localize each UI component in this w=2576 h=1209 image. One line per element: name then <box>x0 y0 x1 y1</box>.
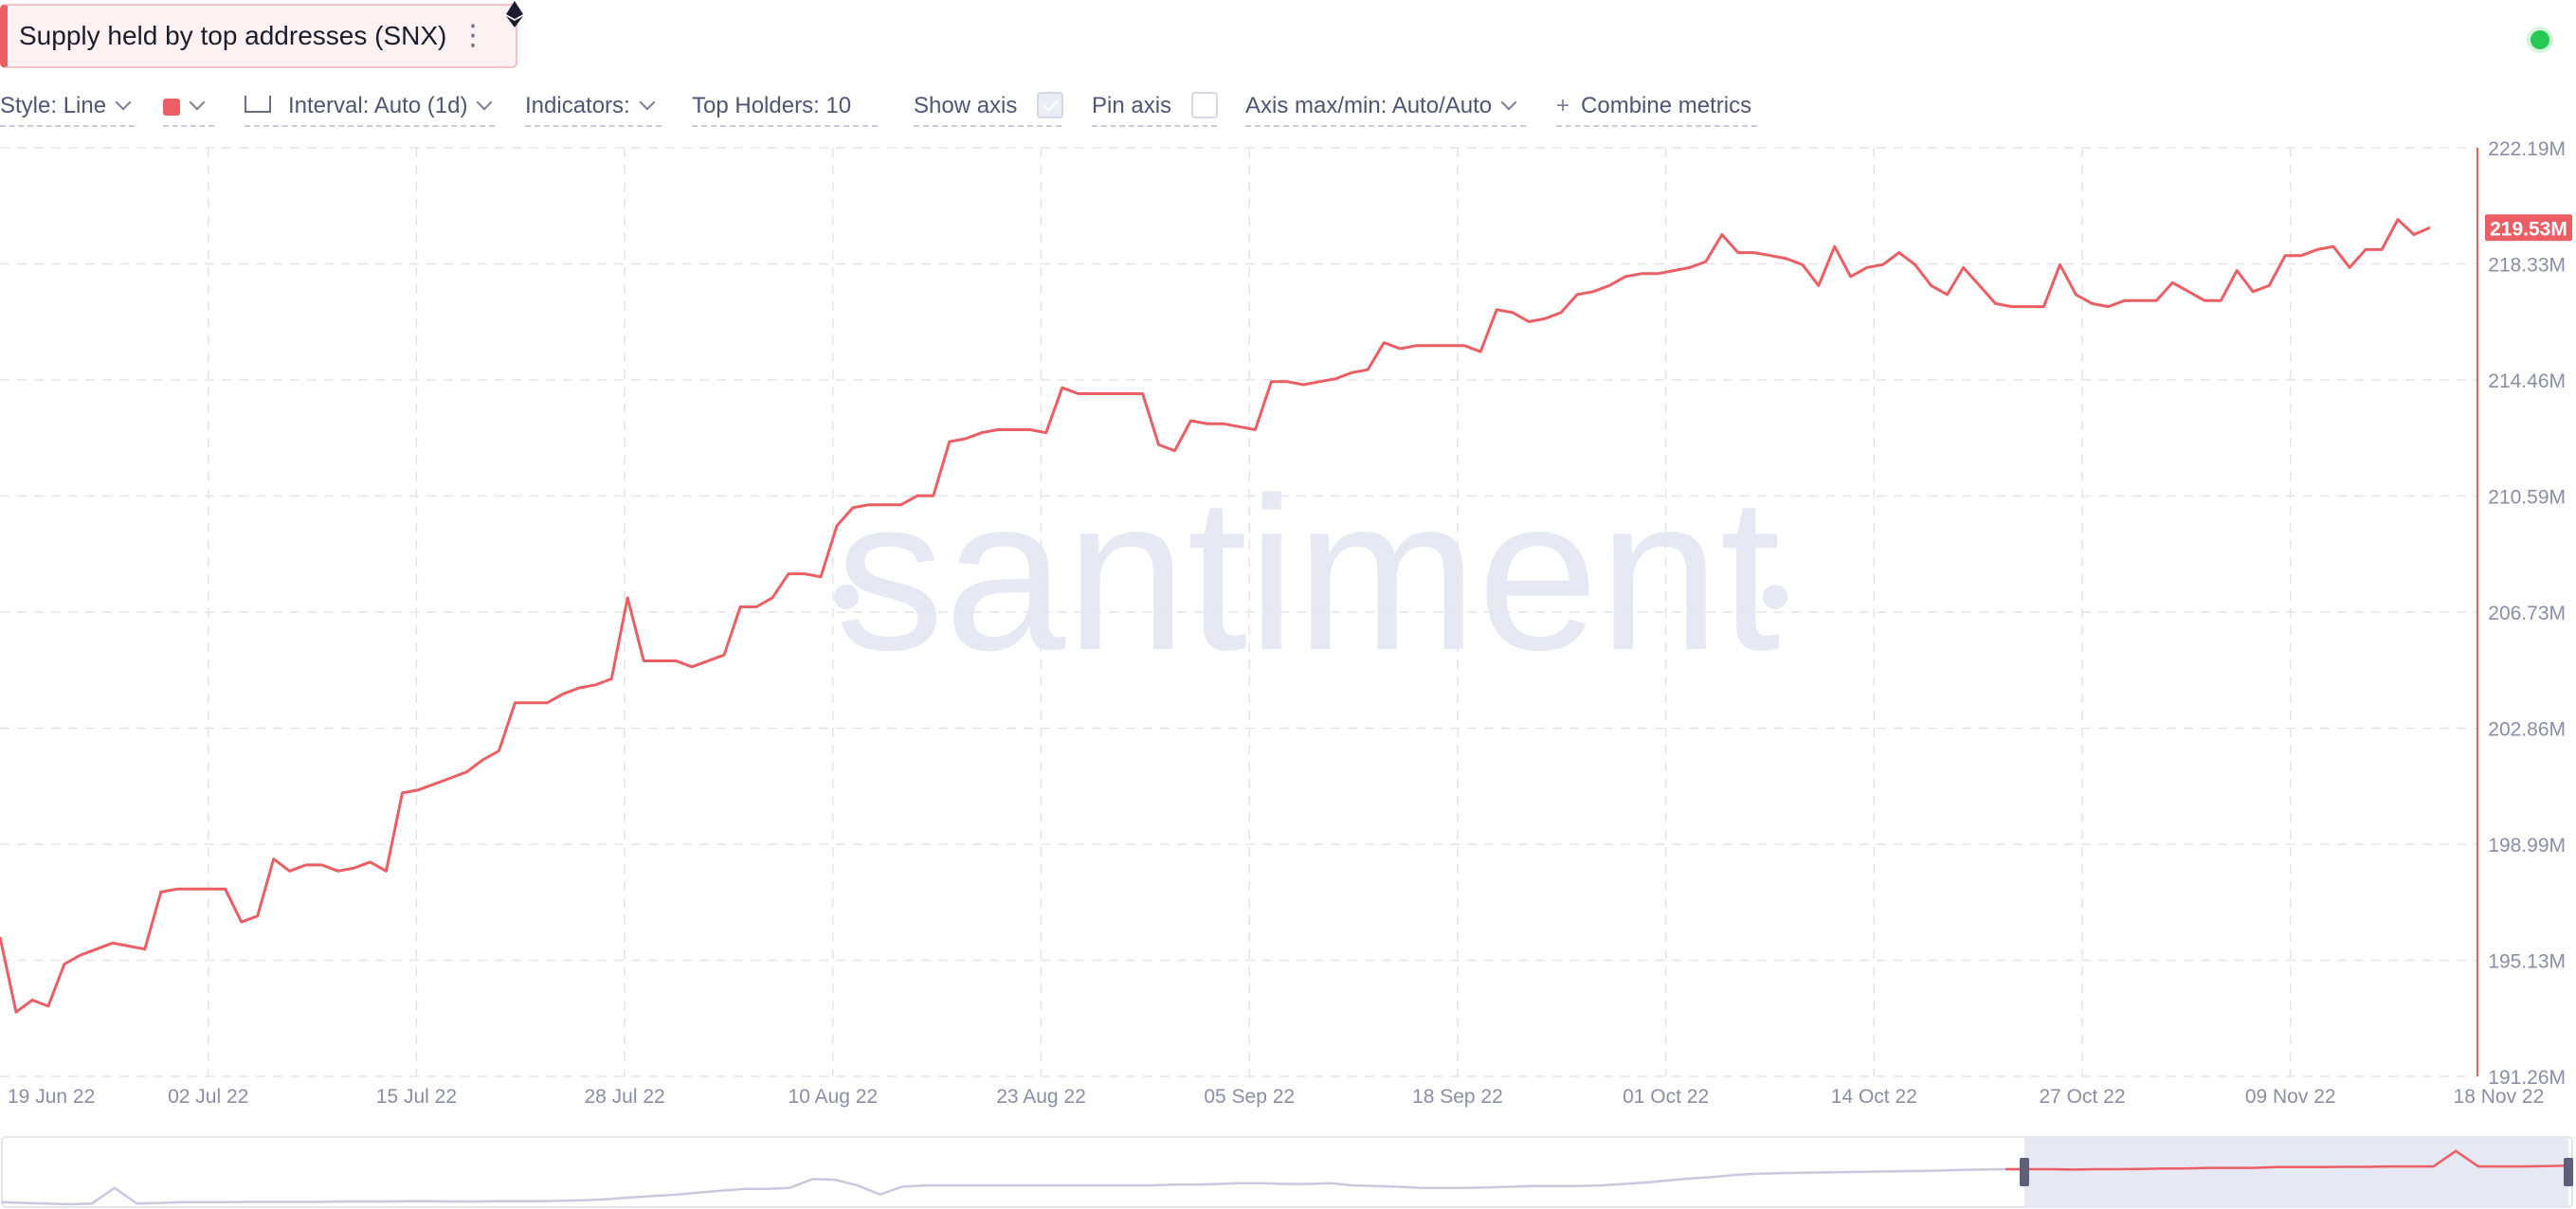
top-holders-label: Top Holders: 10 <box>692 93 852 118</box>
metric-chip[interactable]: Supply held by top addresses (SNX) ⋮ <box>0 4 517 68</box>
last-value-label: 219.53M <box>2485 214 2572 242</box>
pin-axis-label: Pin axis <box>1092 93 1172 118</box>
y-tick-label: 218.33M <box>2488 255 2566 277</box>
interval-dropdown[interactable]: Interval: Auto (1d) <box>245 87 495 127</box>
indicators-label: Indicators: <box>525 93 630 118</box>
x-tick-label: 05 Sep 22 <box>1204 1086 1295 1108</box>
combine-metrics-button[interactable]: + Combine metrics <box>1556 87 1757 127</box>
y-axis: 222.19M 218.33M 214.46M 210.59M 206.73M 202.8… <box>2488 138 2566 1089</box>
top-holders-input[interactable]: Top Holders: 10 <box>692 87 878 127</box>
x-tick-label: 18 Sep 22 <box>1412 1086 1503 1108</box>
indicators-dropdown[interactable]: Indicators: <box>525 87 662 127</box>
axis-maxmin-label: Axis max/min: Auto/Auto <box>1245 93 1493 118</box>
x-tick-label: 09 Nov 22 <box>2245 1086 2336 1108</box>
y-tick-label: 198.99M <box>2488 835 2566 857</box>
x-tick-label: 14 Oct 22 <box>1831 1086 1917 1108</box>
interval-label: Interval: Auto (1d) <box>288 93 468 118</box>
watermark-dot-left <box>834 585 859 609</box>
style-label: Style: Line <box>0 93 107 118</box>
series-line <box>0 218 2431 1014</box>
navigator-selection <box>2024 1138 2568 1207</box>
y-tick-label: 202.86M <box>2488 719 2566 741</box>
ruler-icon <box>245 95 271 113</box>
x-tick-label: 27 Oct 22 <box>2039 1086 2125 1108</box>
navigator-handle-right[interactable] <box>2564 1158 2573 1186</box>
x-tick-label: 15 Jul 22 <box>376 1086 457 1108</box>
watermark-dot-right <box>1763 585 1787 609</box>
navigator-series-selected <box>2005 1149 2569 1171</box>
grid-lines <box>0 147 2477 1077</box>
last-value-box <box>2485 214 2572 242</box>
y-tick-label: 191.26M <box>2488 1067 2566 1089</box>
y-tick-label: 206.73M <box>2488 603 2566 624</box>
santiment-watermark: santiment <box>835 452 1780 695</box>
x-tick-label: 18 Nov 22 <box>2454 1086 2545 1108</box>
kebab-menu-icon[interactable]: ⋮ <box>459 20 487 51</box>
show-axis-checkbox[interactable] <box>1037 91 1064 118</box>
x-tick-label: 10 Aug 22 <box>789 1086 879 1108</box>
show-axis-label: Show axis <box>914 93 1018 118</box>
ethereum-icon <box>506 1 523 27</box>
y-tick-label: 222.19M <box>2488 138 2566 160</box>
navigator-handle-left[interactable] <box>2020 1158 2029 1186</box>
navigator-series <box>1 1167 2028 1206</box>
x-tick-label: 23 Aug 22 <box>996 1086 1086 1108</box>
x-axis: 19 Jun 22 02 Jul 22 15 Jul 22 28 Jul 22 10 A… <box>8 1086 2544 1108</box>
y-tick-label: 214.46M <box>2488 370 2566 392</box>
y-tick-label: 210.59M <box>2488 487 2566 509</box>
x-tick-label: 02 Jul 22 <box>168 1086 248 1108</box>
style-dropdown[interactable]: Style: Line <box>0 87 135 127</box>
pin-axis-checkbox[interactable] <box>1190 91 1218 118</box>
combine-label: Combine metrics <box>1581 93 1752 118</box>
x-tick-label: 28 Jul 22 <box>584 1086 664 1108</box>
navigator[interactable] <box>1 1136 2573 1208</box>
x-tick-label: 01 Oct 22 <box>1623 1086 1709 1108</box>
x-tick-label: 19 Jun 22 <box>8 1086 95 1108</box>
last-value-text: 219.53M <box>2490 218 2567 240</box>
color-swatch <box>163 98 180 116</box>
metric-title: Supply held by top addresses (SNX) <box>19 21 447 50</box>
y-tick-label: 195.13M <box>2488 951 2566 973</box>
show-axis-toggle[interactable]: Show axis <box>914 87 1064 127</box>
pin-axis-toggle[interactable]: Pin axis <box>1092 87 1218 127</box>
chart-toolbar: Style: Line Interval: Auto (1d) Indicato… <box>0 87 1801 127</box>
status-dot-icon <box>2531 30 2549 49</box>
plus-icon: + <box>1556 93 1570 118</box>
axis-maxmin-dropdown[interactable]: Axis max/min: Auto/Auto <box>1245 87 1526 127</box>
color-dropdown[interactable] <box>163 87 214 127</box>
